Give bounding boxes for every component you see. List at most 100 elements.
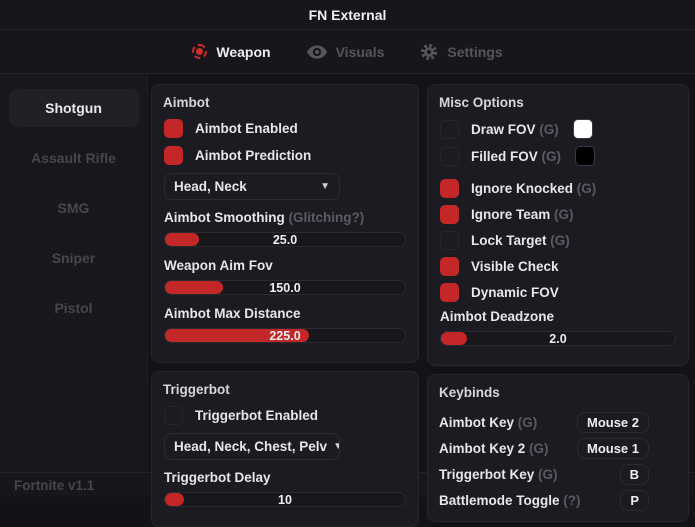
ignore-team-checkbox[interactable] [440, 205, 459, 224]
chevron-down-icon: ▼ [320, 181, 330, 192]
tab-visuals[interactable]: Visuals [306, 43, 385, 60]
visible-check-checkbox[interactable] [440, 257, 459, 276]
slider-value: 25.0 [272, 232, 298, 247]
triggerbot-enabled-checkbox[interactable] [164, 406, 183, 425]
aimbot-key-2-row: Aimbot Key 2 (G) Mouse 1 [439, 435, 677, 461]
title-bar: FN External [0, 0, 695, 30]
slider-label: Aimbot Smoothing (Glitching?) [164, 210, 407, 225]
sidebar-item-pistol[interactable]: Pistol [9, 289, 139, 327]
aimbot-key-button[interactable]: Mouse 2 [576, 411, 649, 433]
triggerbot-delay-slider[interactable]: 10 [164, 492, 406, 507]
tab-weapon[interactable]: Weapon [192, 43, 271, 60]
battlemode-toggle-button[interactable]: P [620, 489, 649, 511]
sidebar-item-label: Pistol [54, 300, 93, 316]
sidebar-item-assault-rifle[interactable]: Assault Rifle [9, 139, 139, 177]
visible-check-row: Visible Check [439, 257, 677, 276]
slider-label: Weapon Aim Fov [164, 258, 407, 273]
ignore-knocked-checkbox[interactable] [440, 179, 459, 198]
slider-label: Triggerbot Delay [164, 470, 407, 485]
draw-fov-checkbox[interactable] [440, 119, 459, 139]
filled-fov-row: Filled FOV (G) [439, 146, 677, 166]
slider-label-text: Aimbot Max Distance [164, 306, 301, 321]
fov-crosshair-icon [192, 44, 208, 59]
aimbot-hitbox-dropdown[interactable]: Head, Neck ▼ [164, 173, 340, 200]
slider-label: Aimbot Deadzone [440, 309, 677, 324]
slider-fill [441, 332, 467, 345]
tab-visuals-label: Visuals [335, 43, 385, 60]
chevron-down-icon: ▼ [333, 441, 339, 452]
filled-fov-checkbox[interactable] [440, 146, 459, 166]
content-area: Shotgun Assault Rifle SMG Sniper Pistol … [0, 74, 695, 527]
keybind-label: Battlemode Toggle (?) [439, 492, 581, 508]
aimbot-prediction-checkbox[interactable] [164, 146, 183, 165]
slider-label-hint: (Glitching?) [288, 210, 365, 225]
aimbot-panel: Aimbot Aimbot Enabled Aimbot Prediction … [151, 84, 419, 363]
slider-label: Aimbot Max Distance [164, 306, 407, 321]
aimbot-key-2-button[interactable]: Mouse 1 [576, 437, 649, 459]
sidebar-item-shotgun[interactable]: Shotgun [8, 89, 139, 127]
filled-fov-color-swatch[interactable] [575, 146, 596, 166]
weapon-sidebar: Shotgun Assault Rifle SMG Sniper Pistol [0, 74, 148, 472]
slider-label-text: Triggerbot Delay [164, 470, 271, 485]
dropdown-value: Head, Neck [174, 179, 247, 194]
checkbox-label: Lock Target (G) [471, 233, 570, 248]
aimbot-prediction-row: Aimbot Prediction [163, 146, 407, 165]
keybind-label: Aimbot Key 2 (G) [439, 440, 549, 456]
checkbox-label: Aimbot Prediction [195, 148, 312, 163]
weapon-aim-fov-slider[interactable]: 150.0 [164, 280, 406, 295]
aimbot-enabled-checkbox[interactable] [164, 119, 183, 138]
tab-settings-label: Settings [447, 43, 503, 60]
keybind-label: Aimbot Key (G) [439, 414, 538, 430]
ignore-knocked-row: Ignore Knocked (G) [439, 179, 677, 198]
aimbot-smoothing-slider[interactable]: 25.0 [164, 232, 406, 247]
sidebar-item-label: Sniper [51, 250, 96, 266]
aimbot-max-distance-slider[interactable]: 225.0 [164, 328, 406, 343]
checkbox-label: Filled FOV (G) [471, 148, 562, 164]
aimbot-enabled-row: Aimbot Enabled [163, 119, 407, 138]
slider-fill [165, 329, 309, 342]
slider-label-text: Aimbot Deadzone [440, 309, 555, 324]
draw-fov-row: Draw FOV (G) [439, 119, 677, 139]
lock-target-checkbox[interactable] [440, 231, 459, 250]
sidebar-item-smg[interactable]: SMG [9, 189, 139, 227]
triggerbot-key-button[interactable]: B [619, 463, 649, 485]
checkbox-label: Triggerbot Enabled [195, 408, 319, 423]
slider-fill [165, 233, 199, 246]
aimbot-deadzone-slider[interactable]: 2.0 [440, 331, 676, 346]
checkbox-label: Dynamic FOV [471, 285, 559, 300]
dynamic-fov-checkbox[interactable] [440, 283, 459, 302]
draw-fov-color-swatch[interactable] [572, 119, 593, 139]
panel-title: Misc Options [439, 95, 524, 110]
ignore-team-row: Ignore Team (G) [439, 205, 677, 224]
dynamic-fov-row: Dynamic FOV [439, 283, 677, 302]
eye-icon [306, 44, 327, 59]
aimbot-key-row: Aimbot Key (G) Mouse 2 [439, 409, 677, 435]
tab-weapon-label: Weapon [216, 43, 271, 60]
sidebar-item-label: Assault Rifle [31, 150, 116, 166]
sidebar-item-label: SMG [57, 200, 90, 216]
checkbox-label: Draw FOV (G) [471, 121, 559, 137]
triggerbot-panel: Triggerbot Triggerbot Enabled Head, Neck… [151, 371, 419, 527]
slider-value: 225.0 [269, 328, 301, 343]
triggerbot-enabled-row: Triggerbot Enabled [163, 406, 407, 425]
checkbox-label: Visible Check [471, 259, 559, 274]
checkbox-label: Ignore Knocked (G) [471, 181, 597, 196]
panel-title: Triggerbot [163, 382, 230, 397]
version-label: Fortnite v1.1 [14, 477, 95, 493]
keybind-label: Triggerbot Key (G) [439, 466, 558, 482]
tab-settings[interactable]: Settings [420, 43, 503, 61]
panel-title: Aimbot [163, 95, 210, 110]
tab-bar: Weapon Visuals Settings [0, 30, 695, 74]
checkbox-label: Ignore Team (G) [471, 207, 574, 222]
slider-label-text: Weapon Aim Fov [164, 258, 273, 273]
window-title: FN External [308, 6, 387, 23]
battlemode-toggle-row: Battlemode Toggle (?) P [439, 487, 677, 513]
slider-value: 150.0 [269, 280, 301, 295]
sidebar-item-sniper[interactable]: Sniper [9, 239, 139, 277]
triggerbot-hitbox-dropdown[interactable]: Head, Neck, Chest, Pelv ▼ [164, 433, 340, 460]
slider-value: 2.0 [549, 331, 567, 346]
keybinds-panel: Keybinds Aimbot Key (G) Mouse 2 Aimbot K… [427, 374, 689, 522]
main-panels: Aimbot Aimbot Enabled Aimbot Prediction … [148, 74, 695, 527]
slider-label-text: Aimbot Smoothing [164, 210, 285, 225]
panel-title: Keybinds [439, 385, 500, 400]
